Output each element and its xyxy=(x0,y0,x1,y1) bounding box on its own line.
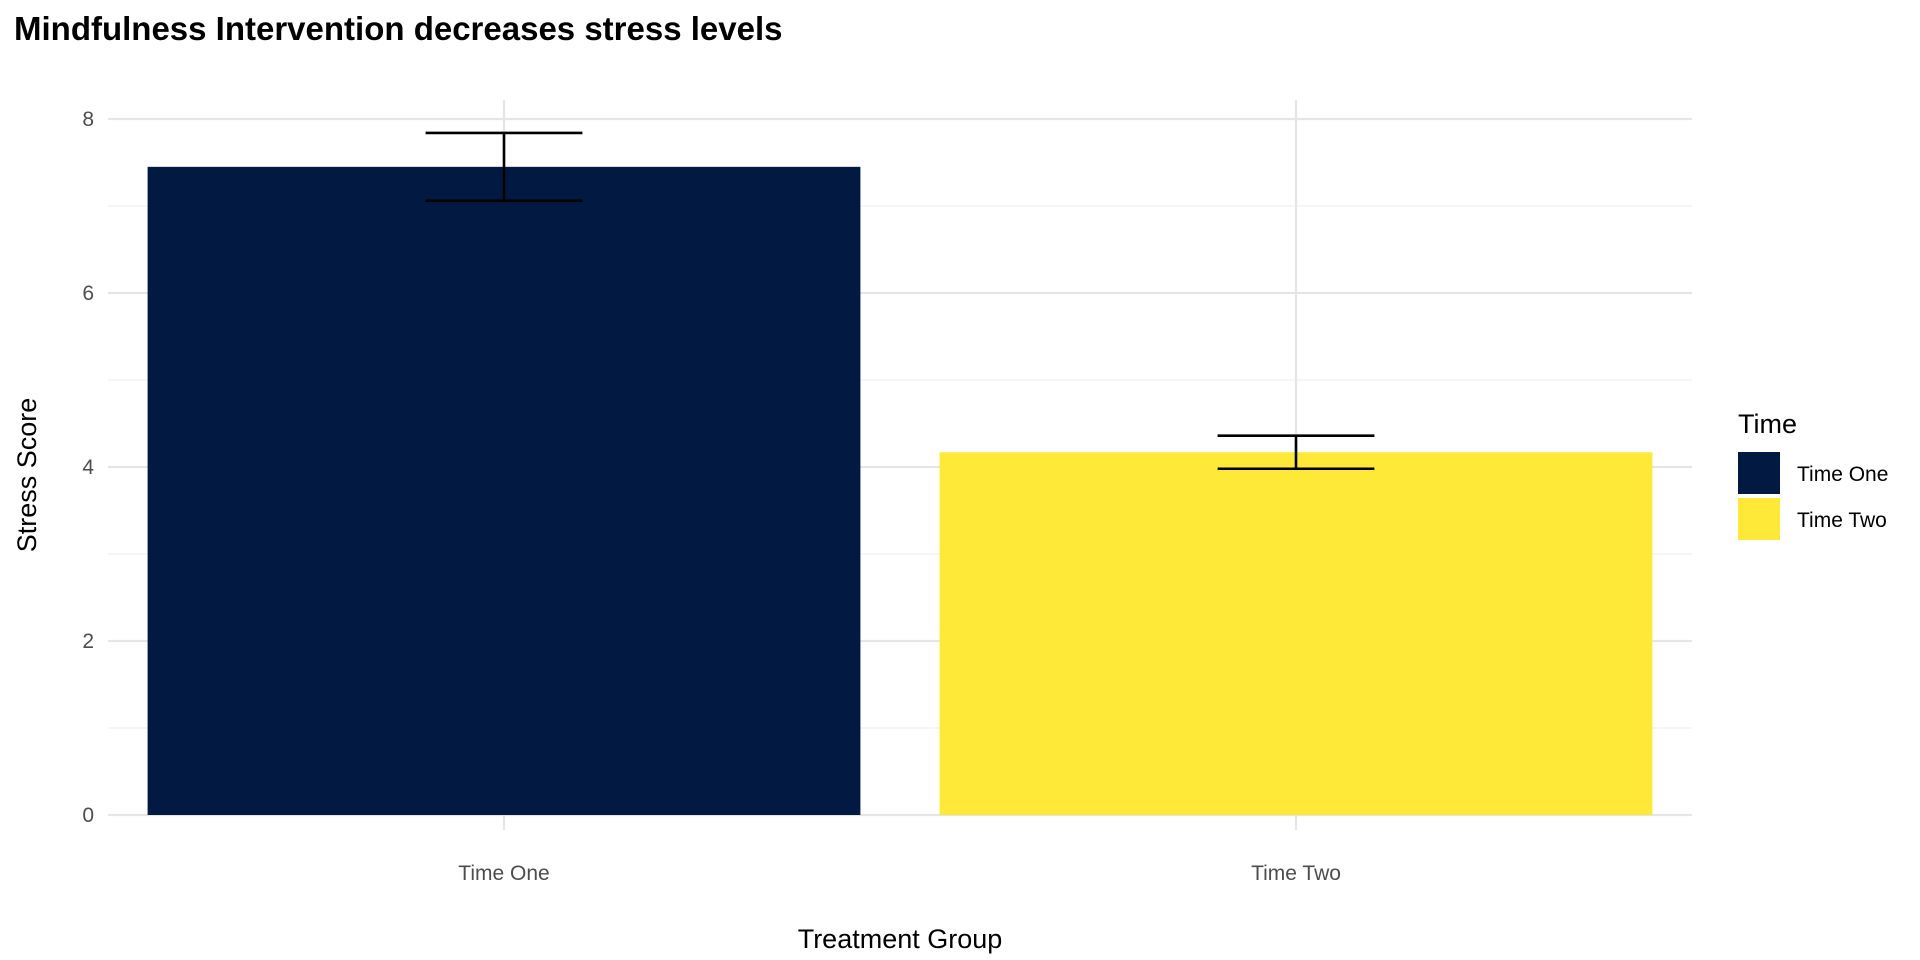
y-tick-label: 2 xyxy=(82,630,94,653)
y-axis-ticks: 0 2 4 6 8 xyxy=(82,108,94,827)
y-axis-title: Stress Score xyxy=(12,398,42,553)
legend-entries: Time One Time Two xyxy=(1738,452,1888,540)
y-tick-label: 4 xyxy=(82,456,94,479)
legend-swatch xyxy=(1738,498,1780,540)
legend-entry: Time Two xyxy=(1738,498,1887,540)
x-tick-label: Time Two xyxy=(1251,862,1341,885)
x-axis-ticks: Time One Time Two xyxy=(458,862,1341,885)
bar-time-one xyxy=(147,166,861,816)
legend-swatch xyxy=(1738,452,1780,494)
legend: Time Time One Time Two xyxy=(1738,409,1888,540)
error-bar xyxy=(1217,434,1375,471)
legend-title: Time xyxy=(1738,409,1797,439)
chart-title: Mindfulness Intervention decreases stres… xyxy=(14,10,783,47)
legend-label: Time One xyxy=(1797,463,1888,486)
bars xyxy=(147,166,1653,816)
x-tick-label: Time One xyxy=(458,862,549,885)
y-tick-label: 8 xyxy=(82,108,94,131)
legend-entry: Time One xyxy=(1738,452,1888,494)
y-tick-label: 0 xyxy=(82,804,94,827)
bar-time-two xyxy=(939,452,1653,815)
legend-label: Time Two xyxy=(1797,509,1887,532)
error-bar xyxy=(425,131,583,203)
x-axis-title: Treatment Group xyxy=(798,924,1003,954)
y-tick-label: 6 xyxy=(82,282,94,305)
error-bars xyxy=(425,131,1375,471)
